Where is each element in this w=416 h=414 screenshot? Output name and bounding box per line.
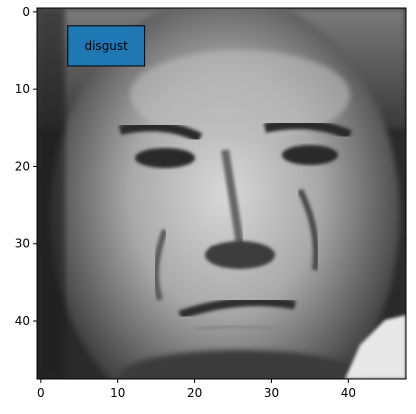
emotion-annotation: disgust	[67, 25, 146, 67]
x-tick-label: 30	[264, 386, 279, 400]
y-tick-label: 30	[15, 237, 30, 251]
face-image	[37, 8, 406, 379]
y-tick-label: 40	[15, 314, 30, 328]
x-tick-label: 0	[37, 386, 45, 400]
y-tick-label: 20	[15, 159, 30, 173]
y-tick-label: 10	[15, 82, 30, 96]
x-tick-label: 10	[110, 386, 125, 400]
y-tick-label: 0	[22, 5, 30, 19]
y-axis-ticks: 0 10 20 30 40	[15, 5, 37, 328]
x-axis-ticks: 0 10 20 30 40	[37, 379, 356, 400]
x-tick-label: 20	[187, 386, 202, 400]
axes-frame	[36, 7, 407, 380]
x-tick-label: 40	[341, 386, 356, 400]
annotation-box	[67, 25, 146, 67]
annotation-label: disgust	[84, 39, 128, 53]
